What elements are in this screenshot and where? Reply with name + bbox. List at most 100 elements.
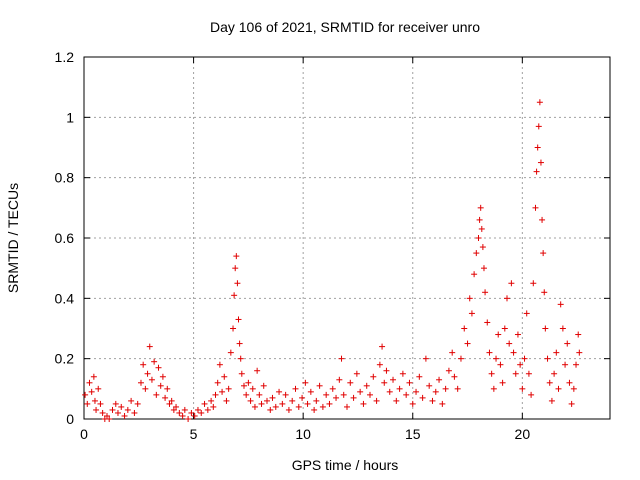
data-point — [264, 397, 271, 404]
data-point — [323, 391, 330, 398]
data-point — [240, 382, 247, 389]
y-tick-label: 0.8 — [55, 170, 75, 186]
data-point — [238, 370, 245, 377]
data-point — [194, 406, 201, 413]
data-point — [442, 385, 449, 392]
data-point — [307, 388, 314, 395]
data-point — [399, 370, 406, 377]
y-axis: 0 0.2 0.4 0.6 0.8 1 1.2 — [55, 49, 610, 427]
data-point — [379, 343, 386, 350]
data-point — [439, 400, 446, 407]
data-point — [134, 400, 141, 407]
data-point — [406, 379, 413, 386]
data-point — [210, 403, 217, 410]
data-point — [383, 367, 390, 374]
y-axis-label: SRMTID / TECUs — [5, 183, 21, 293]
data-point — [137, 379, 144, 386]
data-point — [546, 379, 553, 386]
data-point — [188, 409, 195, 416]
data-point — [451, 373, 458, 380]
data-point — [302, 379, 309, 386]
data-point — [432, 388, 439, 395]
data-point — [493, 355, 500, 362]
data-point — [201, 400, 208, 407]
data-point — [157, 382, 164, 389]
data-point — [537, 159, 544, 166]
data-point — [204, 406, 211, 413]
data-point — [168, 397, 175, 404]
data-point — [570, 385, 577, 392]
data-point — [353, 370, 360, 377]
data-point — [363, 382, 370, 389]
data-point — [326, 400, 333, 407]
data-point — [251, 403, 258, 410]
data-point — [267, 406, 274, 413]
data-point — [508, 280, 515, 287]
x-axis-label: GPS time / hours — [292, 457, 399, 473]
data-point — [109, 406, 116, 413]
data-point — [542, 325, 549, 332]
data-point — [512, 370, 519, 377]
data-point — [506, 340, 513, 347]
data-point — [528, 391, 535, 398]
data-point — [403, 391, 410, 398]
data-point — [279, 400, 286, 407]
data-point — [501, 325, 508, 332]
y-tick-label: 0 — [66, 411, 74, 427]
data-point — [95, 385, 102, 392]
data-point — [347, 379, 354, 386]
data-point — [212, 391, 219, 398]
data-point — [480, 265, 487, 272]
data-point — [333, 394, 340, 401]
data-point — [170, 406, 177, 413]
data-point — [471, 271, 478, 278]
data-point — [256, 391, 263, 398]
data-point — [289, 397, 296, 404]
data-point — [236, 340, 243, 347]
data-point — [370, 373, 377, 380]
data-point — [191, 412, 198, 419]
data-point — [559, 325, 566, 332]
data-point — [466, 295, 473, 302]
data-point — [376, 361, 383, 368]
data-point — [514, 331, 521, 338]
data-point — [118, 403, 125, 410]
data-point — [497, 361, 504, 368]
data-point — [532, 204, 539, 211]
data-point — [568, 400, 575, 407]
data-point — [396, 385, 403, 392]
data-point — [557, 301, 564, 308]
data-point — [461, 325, 468, 332]
data-point — [155, 364, 162, 371]
data-point — [436, 376, 443, 383]
data-point — [254, 367, 261, 374]
data-point — [216, 361, 223, 368]
x-tick-label: 5 — [190, 426, 198, 442]
data-point — [313, 397, 320, 404]
data-point — [381, 379, 388, 386]
data-point — [390, 376, 397, 383]
data-point — [292, 385, 299, 392]
data-point — [162, 394, 169, 401]
data-point — [146, 343, 153, 350]
data-point — [243, 391, 250, 398]
data-point — [367, 391, 374, 398]
data-point — [422, 355, 429, 362]
data-point — [575, 331, 582, 338]
data-point — [564, 340, 571, 347]
data-point — [519, 385, 526, 392]
data-point — [93, 406, 100, 413]
data-point — [495, 331, 502, 338]
data-point — [234, 280, 241, 287]
data-point — [457, 355, 464, 362]
data-point — [124, 406, 131, 413]
data-point — [258, 400, 265, 407]
data-point — [503, 295, 510, 302]
data-point — [153, 391, 160, 398]
x-tick-label: 10 — [295, 426, 311, 442]
data-point — [510, 349, 517, 356]
data-point — [482, 289, 489, 296]
data-point — [208, 397, 215, 404]
data-point — [304, 400, 311, 407]
data-point — [269, 394, 276, 401]
